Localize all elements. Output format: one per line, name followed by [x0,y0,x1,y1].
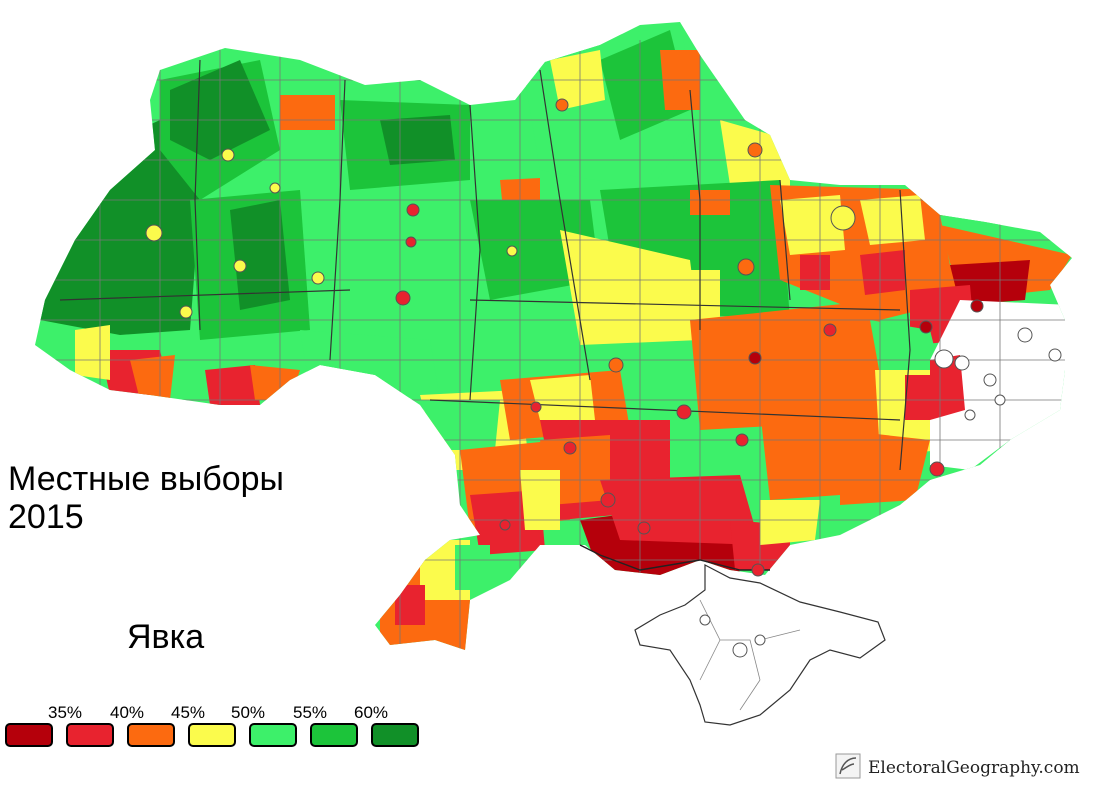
region-north-dark-spot [380,115,455,165]
legend-swatch-50-55 [249,723,297,747]
electoral-geography-logo-icon [835,753,861,779]
city-markers [145,98,1062,658]
region-kirovohrad-yellow [530,375,595,420]
legend-label-45: 45% [171,703,206,722]
legend-label-55: 55% [293,703,328,722]
region-near-occupied-red [930,355,965,420]
legend-label-35: 35% [48,703,83,722]
region-zp-yellow [760,500,820,545]
region-south-west-red [395,585,425,625]
region-chernivtsi-orange [250,365,300,400]
region-transcarpathia-yellow [75,325,110,380]
region-east-red [860,250,905,295]
title-line-1: Местные выборы [8,460,284,498]
title-line-2: 2015 [8,498,84,536]
region-odesa-yellow [520,470,560,530]
legend-swatch-above-60 [371,723,419,747]
region-chernivtsi-red [205,365,260,405]
credit-text: ElectoralGeography.com [868,758,1080,778]
region-transcarpathia-orange [130,355,175,400]
region-donetsk-green [870,320,940,375]
legend-swatch-below-35 [5,723,53,747]
region-west-dark2 [230,200,290,310]
region-center-dark [470,200,600,300]
region-west-south-green [300,330,440,400]
region-east-yellow2 [860,195,925,245]
region-south-west-green [455,545,490,590]
legend-swatch-55-60 [310,723,358,747]
turnout-regions [35,25,1072,650]
coastline [579,544,770,571]
legend-title: Явка [127,618,205,656]
region-poltava-orange [690,190,730,215]
region-zp-orange [840,430,930,505]
oblast-lines [59,59,911,471]
region-east-red2 [800,255,830,290]
legend-swatch-45-50 [188,723,236,747]
legend-swatch-40-45 [127,723,175,747]
legend-label-60: 60% [354,703,389,722]
legend-label-50: 50% [231,703,266,722]
map-title: Местные выборы 2015 [8,460,284,536]
legend-label-40: 40% [110,703,145,722]
region-crossnorth-orange [280,95,335,130]
legend-swatch-35-40 [66,723,114,747]
